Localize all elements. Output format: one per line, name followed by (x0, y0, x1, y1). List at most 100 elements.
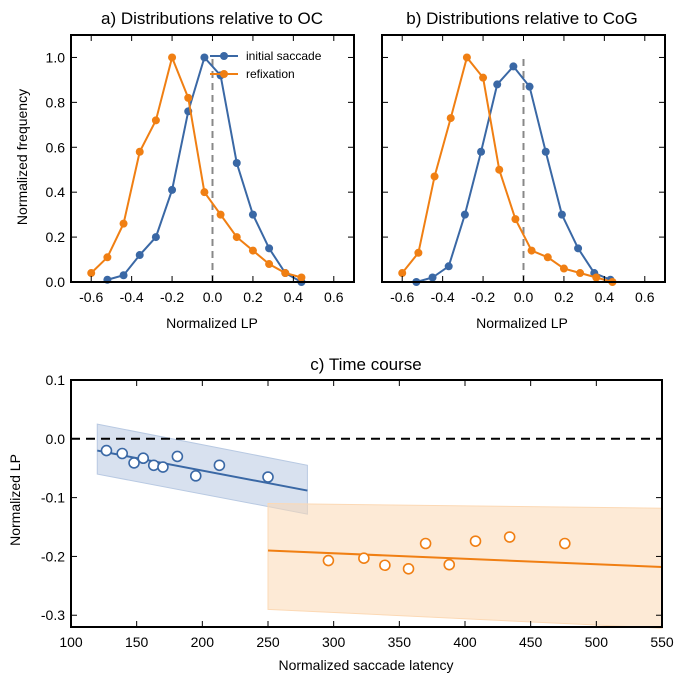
panel-a-series-1-point (168, 53, 177, 62)
panel-c-title: c) Time course (310, 355, 421, 374)
panel-b-series-0-point (493, 80, 502, 89)
panel-a-ytick-label: 0.2 (46, 229, 66, 245)
panel-c-series-1-band (267, 502, 663, 629)
panel-a-series-0-point (232, 158, 241, 167)
panel-b-title: b) Distributions relative to CoG (406, 9, 637, 28)
panel-c-series-0-point (157, 461, 169, 473)
panel-b-series-0-point (541, 147, 550, 156)
panel-b-series-1-point (592, 273, 601, 282)
panel-b-series-1-point (430, 172, 439, 181)
panel-a-xtick-label: 0.6 (324, 289, 344, 305)
legend-swatch-marker (220, 70, 228, 78)
panel-c-series-1-point (469, 535, 482, 547)
panel-b-series-1-point (543, 253, 552, 262)
panel-a-ytick-label: 0.0 (46, 274, 66, 290)
panel-a-distributions-oc: a) Distributions relative to OC Normaliz… (14, 9, 355, 331)
panel-a-series-1-point (265, 260, 274, 269)
panel-a-series-1-point (216, 210, 225, 219)
panel-c-series-0-point (262, 471, 274, 483)
panel-a-xtick-label: 0.0 (203, 289, 223, 305)
panel-a-series-0-point (135, 251, 144, 260)
panel-a-series-0-point (248, 210, 257, 219)
panel-c-xtick-label: 400 (453, 634, 477, 650)
panel-a-series-1-point (248, 246, 257, 255)
panel-a-ylabel: Normalized frequency (14, 89, 30, 225)
panel-c-series-1-point (419, 537, 432, 550)
panel-c-series-1-point (503, 531, 516, 543)
panel-b-series-0-point (477, 147, 486, 156)
panel-c-xtick-label: 200 (191, 634, 215, 650)
panel-b-series-1-point (462, 53, 471, 62)
panel-a-series-1-point (281, 269, 290, 278)
panel-a-series-1-point (103, 253, 112, 262)
panel-a-series-1-point (184, 93, 193, 102)
panel-a-xlabel: Normalized LP (166, 315, 258, 331)
panel-c-xtick-label: 100 (59, 634, 83, 650)
panel-c-ytick-label: -0.2 (41, 548, 65, 564)
panel-a-series-1-point (119, 219, 128, 228)
panel-b-xtick-label: -0.4 (431, 289, 455, 305)
panel-c-xtick-label: 550 (650, 634, 674, 650)
panel-b-series-0-point (509, 62, 518, 71)
panel-a-ytick-label: 0.8 (46, 94, 66, 110)
panel-b-series-1-point (559, 264, 568, 273)
panel-b-series-0-point (574, 244, 583, 253)
panel-c-series-0-band (96, 423, 308, 515)
panel-c-series-0-point (137, 452, 150, 465)
panel-c-ylabel: Normalized LP (7, 454, 23, 546)
panel-b-series-1-point (446, 114, 455, 123)
panel-c-xtick-label: 450 (519, 634, 543, 650)
panel-b-series-1-point (527, 246, 536, 255)
panel-a-xtick-label: -0.6 (79, 289, 103, 305)
panel-a-title: a) Distributions relative to OC (101, 9, 323, 28)
panel-a-series-1-point (200, 188, 209, 197)
panel-a-series-0-point (265, 244, 274, 253)
panel-a-series-1-point (87, 269, 96, 278)
panel-b-series-0-point (525, 82, 534, 91)
panel-b-series-0-point (460, 210, 469, 219)
panel-c-time-course: c) Time course Normalized saccade latenc… (7, 355, 674, 673)
panel-c-xlabel: Normalized saccade latency (278, 657, 453, 673)
panel-a-series-1-point (297, 273, 306, 282)
panel-c-series-0-point (189, 470, 202, 482)
panel-c-ytick-label: -0.1 (41, 490, 65, 506)
panel-c-series-1-point (402, 562, 415, 575)
panel-a-series-0-point (119, 271, 128, 280)
panel-c-series-0-fit-line (97, 449, 308, 492)
panel-c-series-1-point (358, 552, 370, 564)
panel-b-series-0-point (428, 273, 437, 282)
panel-b-xtick-label: 0.2 (554, 289, 574, 305)
panel-a-series-1-point (232, 233, 241, 242)
panel-c-series-0-point (171, 450, 184, 463)
panel-b-series-1-point (414, 248, 423, 257)
panel-a-ytick-label: 0.4 (46, 184, 66, 200)
panel-b-xtick-label: -0.2 (471, 289, 495, 305)
panel-c-series-0-point (116, 447, 129, 460)
legend-swatch-marker (220, 52, 228, 60)
panel-c-xtick-label: 250 (256, 634, 280, 650)
panel-a-series-0-point (200, 53, 209, 62)
panel-b-series-1-point (495, 165, 504, 174)
panel-a-series-0-point (168, 185, 177, 194)
panel-c-series-1-point (559, 537, 571, 550)
panel-b-series-1-point (398, 269, 407, 278)
panel-c-ytick-label: 0.1 (46, 372, 66, 388)
panel-c-series-1-point (443, 558, 456, 571)
panel-b-xtick-label: 0.6 (635, 289, 655, 305)
panel-a-xtick-label: -0.4 (120, 289, 144, 305)
legend-entry: initial saccade (246, 49, 322, 63)
panel-c-series-0-point (147, 459, 160, 472)
panel-a-xtick-label: -0.2 (160, 289, 184, 305)
panel-b-xlabel: Normalized LP (476, 315, 568, 331)
panel-b-series-1-point (511, 215, 520, 224)
panel-c-frame (70, 379, 663, 628)
panel-c-series-1-point (379, 559, 391, 572)
panel-b-series-0-point (444, 262, 453, 271)
panel-a-xtick-label: 0.2 (243, 289, 263, 305)
legend-entry: refixation (246, 67, 295, 81)
panel-b-series-0-point (557, 210, 566, 219)
panel-b-series-1-point (576, 269, 585, 278)
panel-c-ytick-label: 0.0 (46, 431, 66, 447)
panel-c-series-0-point (128, 457, 140, 469)
